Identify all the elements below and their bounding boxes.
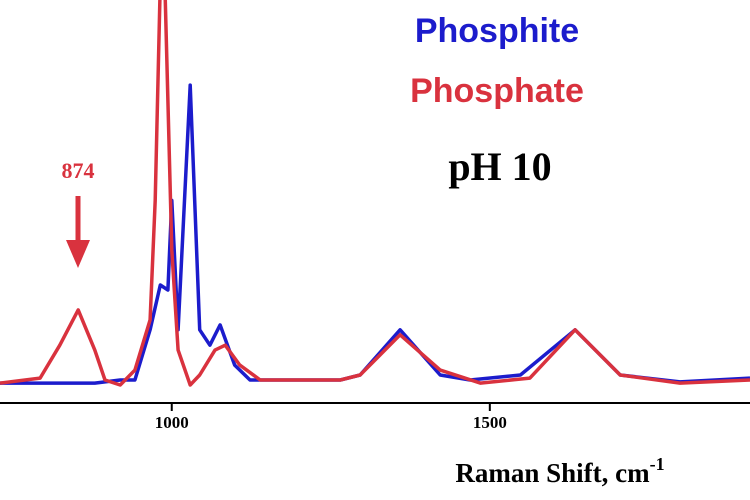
x-axis-label-text: Raman Shift, cm (455, 458, 650, 488)
annotation: 874 (62, 158, 95, 183)
spectrum-line (0, 83, 750, 385)
annotation: pH 10 (448, 144, 551, 189)
spectrum-line (0, 0, 750, 387)
plot-area (0, 0, 750, 387)
annotation-arrowhead (66, 240, 90, 268)
x-tick-label: 1000 (155, 413, 189, 432)
x-axis-label-exponent: -1 (650, 454, 665, 474)
legend-entry: Phosphate (410, 72, 584, 110)
x-tick-label: 1500 (473, 413, 507, 432)
legend-entry: Phosphite (415, 12, 579, 50)
x-axis-label: Raman Shift, cm-1 (455, 454, 664, 488)
